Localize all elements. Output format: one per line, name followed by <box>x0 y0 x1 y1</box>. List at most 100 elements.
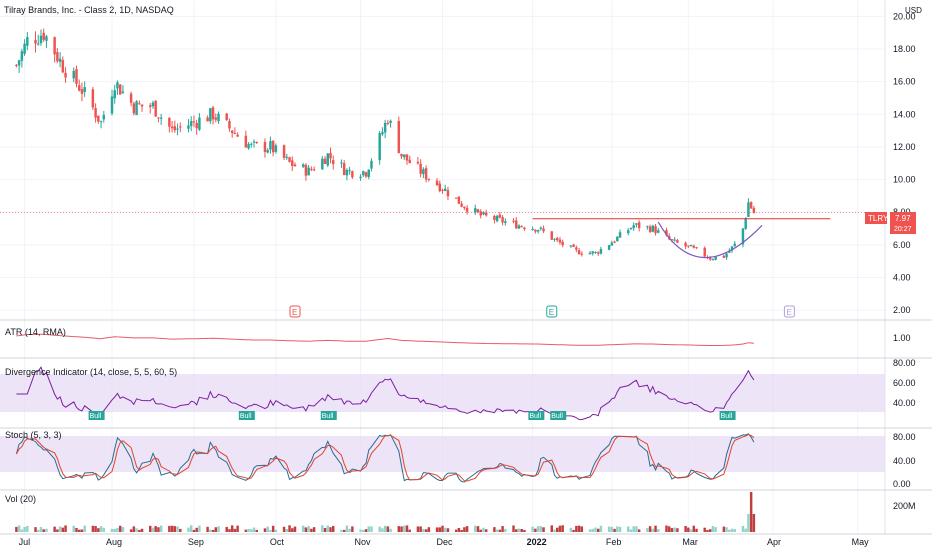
volume-bar <box>706 529 709 532</box>
time-axis[interactable]: Jul Aug Sep Oct Nov Dec 2022 Feb Mar Apr May <box>19 537 870 547</box>
volume-bar <box>572 529 575 532</box>
bull-divergence-tag <box>238 411 255 420</box>
candle-body <box>217 113 220 122</box>
candle-body <box>749 202 753 209</box>
candle-body <box>561 241 564 246</box>
volume-bar <box>121 527 125 532</box>
candle-body <box>550 231 553 240</box>
candle-body <box>364 172 368 177</box>
candle-body <box>539 227 543 229</box>
candle-body <box>596 252 600 254</box>
volume-bar <box>23 526 26 532</box>
divergence-band <box>0 374 885 412</box>
candle-body <box>326 153 330 166</box>
candle-body <box>362 171 365 176</box>
candle-body <box>397 120 401 154</box>
volume-bar <box>460 529 463 532</box>
volume-bar <box>233 528 237 532</box>
volume-bar <box>419 526 422 532</box>
candle-body <box>58 58 62 62</box>
time-tick-label: Mar <box>682 537 698 547</box>
stoch-title: Stoch (5, 3, 3) <box>5 430 62 440</box>
candle-body <box>179 126 182 128</box>
volume-bar <box>632 526 635 532</box>
candle-body <box>91 89 95 108</box>
candle-body <box>654 226 657 234</box>
volume-bar <box>118 525 122 532</box>
candle-body <box>23 43 26 54</box>
candle-body <box>266 150 269 153</box>
price-axis[interactable]: 20.0018.0016.0014.0012.0010.008.006.004.… <box>893 11 916 315</box>
candle-body <box>495 215 499 222</box>
candle-body <box>493 215 496 220</box>
volume-bar <box>192 529 196 532</box>
candle-body <box>629 227 633 230</box>
volume-bar <box>667 526 671 532</box>
candle-body <box>282 145 286 158</box>
bull-divergence-tag <box>719 411 736 420</box>
candle-body <box>648 226 652 232</box>
volume-bar <box>703 527 706 532</box>
volume-bar <box>116 527 119 532</box>
volume-bar <box>534 528 537 532</box>
candle-body <box>512 220 515 222</box>
candle-body <box>34 39 37 44</box>
volume-bar <box>274 529 278 532</box>
candle-body <box>61 60 65 73</box>
candle-body <box>673 239 676 241</box>
volume-bar <box>34 527 37 532</box>
volume-bar <box>37 529 40 532</box>
candle-body <box>271 140 275 153</box>
price-tick-label: 4.00 <box>893 273 911 283</box>
volume-bar <box>711 526 715 532</box>
last-price: 7.97 <box>895 214 911 223</box>
atr-tick: 1.00 <box>893 333 911 343</box>
volume-bar <box>269 529 272 532</box>
volume-bar <box>405 525 409 532</box>
volume-bar <box>435 527 439 532</box>
candle-body <box>121 91 125 93</box>
volume-bar <box>321 525 324 532</box>
volume-tick: 200M <box>893 501 916 511</box>
candle-body <box>572 244 575 247</box>
candle-body <box>135 101 138 116</box>
volume-title: Vol (20) <box>5 494 36 504</box>
candle-body <box>607 245 611 250</box>
volume-bar <box>517 528 521 532</box>
volume-bar <box>176 526 179 532</box>
volume-bar <box>15 526 18 532</box>
volume-bar <box>463 527 466 532</box>
candle-body <box>616 236 619 242</box>
earnings-marker-label: E <box>786 308 791 317</box>
volume-bar <box>397 526 401 532</box>
candle-body <box>618 232 622 238</box>
volume-bar <box>307 525 310 532</box>
bull-divergence-tag <box>528 411 545 420</box>
candle-body <box>17 60 21 66</box>
candle-body <box>340 162 343 164</box>
volume-bar <box>173 526 177 532</box>
candle-body <box>244 135 248 148</box>
volume-bar <box>504 528 507 532</box>
candle-body <box>741 228 745 245</box>
candle-body <box>463 206 466 209</box>
volume-bar <box>515 529 518 532</box>
candle-body <box>501 217 504 223</box>
candle-body <box>389 120 392 123</box>
candle-body <box>291 160 294 166</box>
candle-body <box>307 167 310 176</box>
atr-line <box>16 333 754 346</box>
candle-body <box>498 214 502 218</box>
candle-body <box>157 117 160 119</box>
volume-bar <box>637 529 641 532</box>
price-tick-label: 16.00 <box>893 77 916 87</box>
candle-body <box>435 180 439 186</box>
volume-bar <box>493 527 496 532</box>
volume-bar <box>364 529 368 532</box>
candle-body <box>378 133 381 161</box>
candle-body <box>703 247 706 257</box>
volume-bar <box>599 525 603 532</box>
volume-bar <box>20 529 24 532</box>
candle-body <box>288 157 291 162</box>
